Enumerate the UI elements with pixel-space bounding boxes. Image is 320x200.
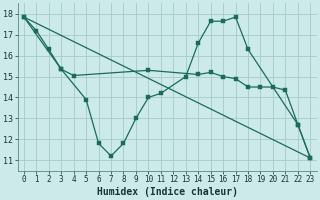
X-axis label: Humidex (Indice chaleur): Humidex (Indice chaleur)	[97, 186, 237, 197]
